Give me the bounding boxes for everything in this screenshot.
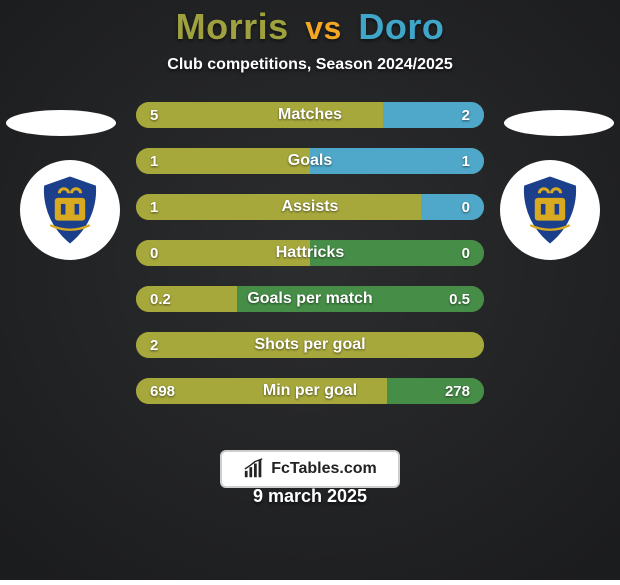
shadow-ellipse-right (504, 110, 614, 136)
source-badge: FcTables.com (220, 450, 400, 488)
stat-bar-right (383, 102, 484, 128)
title-vs: vs (305, 10, 342, 46)
subtitle: Club competitions, Season 2024/2025 (167, 56, 452, 74)
stat-bar-left (136, 102, 383, 128)
title-player-1: Morris (176, 6, 289, 47)
stat-row: Assists10 (136, 194, 484, 220)
crest-right (500, 160, 600, 260)
stat-bar-left (136, 194, 421, 220)
crest-icon (32, 172, 108, 248)
stat-bar-right (310, 240, 484, 266)
stat-row: Shots per goal2 (136, 332, 484, 358)
stat-bar-right (310, 148, 484, 174)
stat-bar-left (136, 240, 310, 266)
stat-row: Hattricks00 (136, 240, 484, 266)
stat-row: Goals11 (136, 148, 484, 174)
source-badge-text: FcTables.com (271, 460, 377, 478)
stat-bar-left (136, 378, 387, 404)
stat-bar-right (237, 286, 484, 312)
stat-bar-right (421, 194, 484, 220)
stat-bar-right (387, 378, 484, 404)
stat-bar-left (136, 148, 310, 174)
title-player-2: Doro (358, 6, 444, 47)
page-title: Morris vs Doro (176, 6, 445, 48)
crest-icon (512, 172, 588, 248)
shadow-ellipse-left (6, 110, 116, 136)
chart-icon (243, 458, 265, 480)
comparison-stage: Matches52 Goals11 Assists10 Hattricks00 Goal… (0, 92, 620, 580)
stat-bar-left (136, 332, 484, 358)
stat-row: Goals per match0.20.5 (136, 286, 484, 312)
stat-bar-left (136, 286, 237, 312)
stat-bars: Matches52 Goals11 Assists10 Hattricks00 Goal… (136, 102, 484, 404)
stat-row: Min per goal698278 (136, 378, 484, 404)
crest-left (20, 160, 120, 260)
stat-row: Matches52 (136, 102, 484, 128)
date-text: 9 march 2025 (0, 486, 620, 507)
